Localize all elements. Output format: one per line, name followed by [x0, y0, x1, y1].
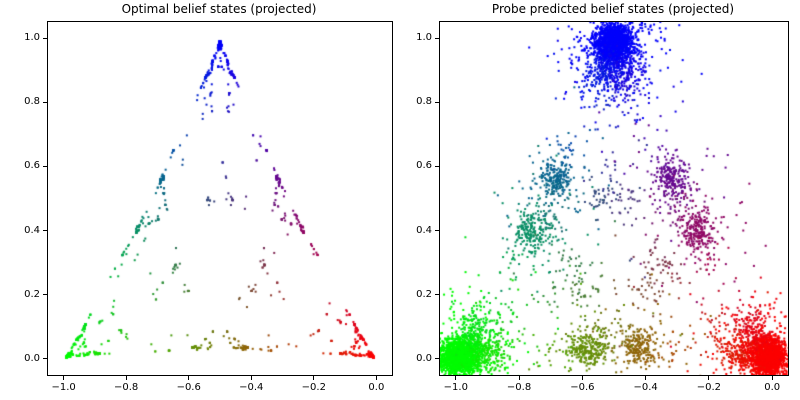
- y-tick-label: 0.4: [24, 224, 40, 236]
- left-plot-title: Optimal belief states (projected): [121, 2, 317, 16]
- x-tick-mark: [645, 376, 647, 380]
- y-tick-label: 0.0: [416, 352, 432, 364]
- y-tick-mark: [43, 230, 47, 232]
- x-tick-mark: [63, 376, 65, 380]
- y-tick-label: 0.2: [24, 288, 40, 300]
- x-tick-label: −1.0: [51, 382, 76, 393]
- x-tick-mark: [313, 376, 315, 380]
- x-tick-label: −1.0: [443, 382, 468, 393]
- x-tick-label: −0.6: [570, 382, 595, 393]
- x-tick-label: −0.2: [301, 382, 326, 393]
- y-tick-label: 0.6: [416, 160, 432, 172]
- y-tick-label: 0.4: [416, 224, 432, 236]
- x-tick-label: 0.0: [368, 382, 385, 393]
- y-tick-label: 0.8: [416, 96, 432, 108]
- y-tick-mark: [435, 358, 439, 360]
- y-tick-mark: [435, 230, 439, 232]
- x-tick-label: −0.8: [506, 382, 532, 393]
- y-tick-mark: [43, 101, 47, 103]
- x-tick-mark: [771, 376, 773, 380]
- y-tick-mark: [43, 165, 47, 167]
- x-tick-mark: [375, 376, 377, 380]
- y-tick-mark: [43, 294, 47, 296]
- x-tick-mark: [518, 376, 520, 380]
- y-tick-label: 0.0: [24, 352, 40, 364]
- y-tick-mark: [43, 37, 47, 39]
- x-tick-label: −0.4: [239, 382, 264, 393]
- x-tick-label: −0.2: [696, 382, 722, 393]
- x-tick-mark: [708, 376, 710, 380]
- y-tick-mark: [435, 101, 439, 103]
- y-tick-mark: [435, 294, 439, 296]
- left-scatter-canvas: [48, 22, 392, 375]
- left-plot-axes: [47, 21, 393, 376]
- x-tick-label: −0.8: [114, 382, 139, 393]
- x-tick-mark: [188, 376, 190, 380]
- y-tick-mark: [435, 165, 439, 167]
- right-scatter-canvas: [440, 22, 788, 375]
- y-tick-label: 1.0: [24, 32, 40, 44]
- right-plot-title: Probe predicted belief states (projected…: [491, 2, 735, 16]
- right-plot-axes: [439, 21, 789, 376]
- y-tick-label: 1.0: [416, 32, 432, 44]
- y-tick-label: 0.2: [416, 288, 432, 300]
- y-tick-mark: [435, 37, 439, 39]
- y-tick-mark: [43, 358, 47, 360]
- x-tick-label: −0.4: [633, 382, 658, 393]
- x-tick-label: 0.0: [764, 382, 781, 393]
- x-tick-mark: [250, 376, 252, 380]
- x-tick-mark: [125, 376, 127, 380]
- x-tick-mark: [581, 376, 583, 380]
- y-tick-label: 0.8: [24, 96, 40, 108]
- x-tick-mark: [455, 376, 457, 380]
- y-tick-label: 0.6: [24, 160, 40, 172]
- x-tick-label: −0.6: [176, 382, 201, 393]
